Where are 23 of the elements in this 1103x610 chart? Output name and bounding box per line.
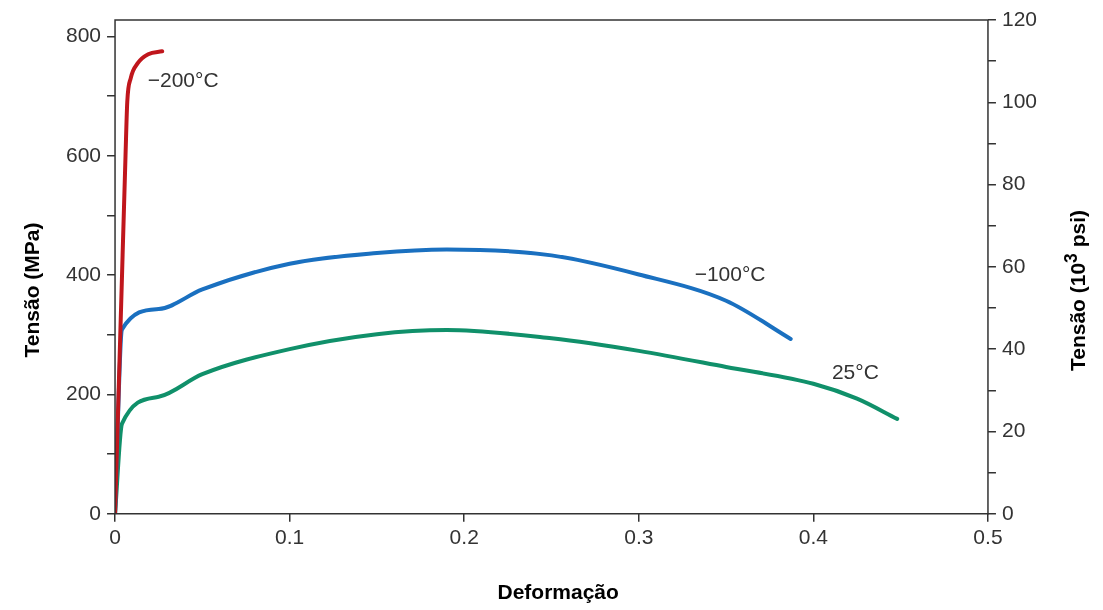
y2-tick-label: 40: [1001, 336, 1026, 359]
y-tick-label: 800: [65, 23, 102, 47]
y2-tick-label: 0: [1001, 500, 1014, 524]
y2-tick-label: 120: [1001, 6, 1038, 30]
x-tick-label: 0.4: [798, 525, 829, 549]
y2-tick-label: 80: [1001, 171, 1026, 195]
y-tick-label: 200: [65, 381, 102, 405]
y2-tick-label: 60: [1001, 253, 1026, 277]
series-label: −200°C: [147, 67, 219, 91]
series-label: 25°C: [831, 360, 879, 384]
x-tick-label: 0: [109, 525, 121, 549]
y-axis-title: Tensão (MPa): [19, 222, 44, 358]
y2-tick-label: 20: [1001, 418, 1026, 442]
series-label: −100°C: [694, 261, 766, 285]
x-tick-label: 0.3: [624, 525, 654, 549]
y-tick-label: 400: [65, 261, 102, 285]
x-tick-label: 0.5: [973, 525, 1003, 549]
y2-tick-label: 100: [1001, 89, 1038, 113]
x-tick-label: 0.1: [275, 525, 305, 549]
x-tick-label: 0.2: [449, 525, 479, 549]
y-tick-label: 600: [65, 142, 102, 166]
x-axis-title: Deformação: [497, 580, 619, 604]
y-tick-label: 0: [89, 500, 102, 524]
